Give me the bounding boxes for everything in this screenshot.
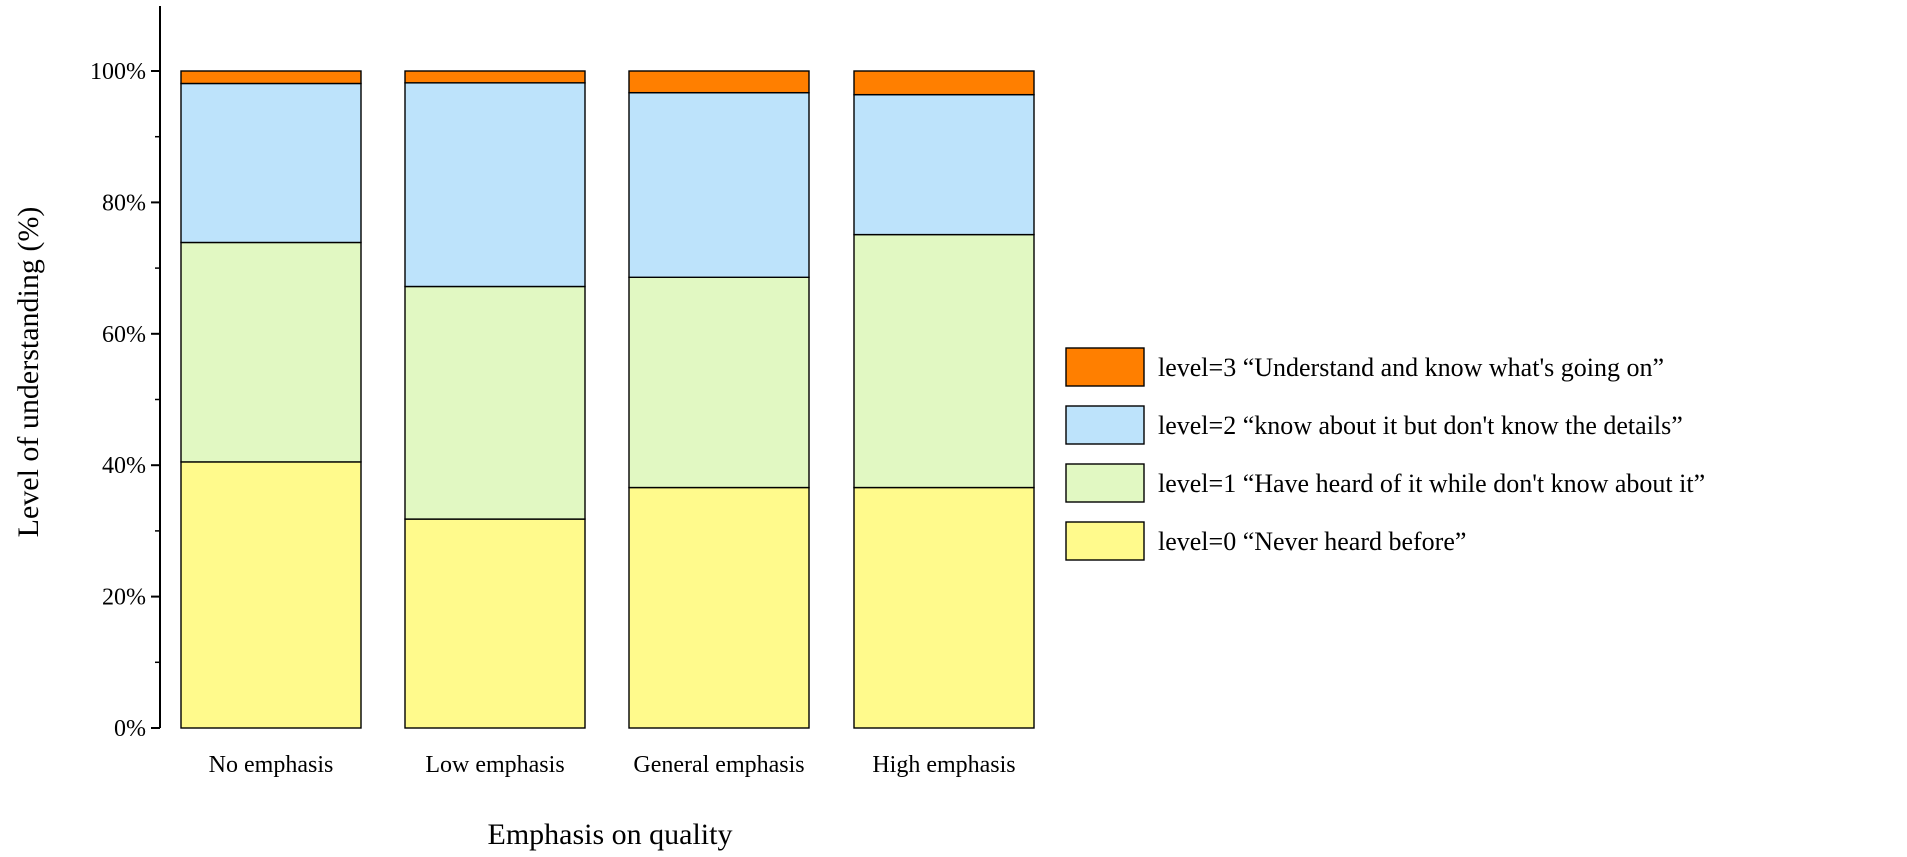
bar-segment [628,486,810,729]
bar-segment [404,82,586,288]
bar-segment [404,518,586,729]
y-axis-title: Level of understanding (%) [12,207,45,538]
x-categories-group: No emphasis Low emphasis General emphasis H… [209,752,1016,778]
legend-label: level=1 “Have heard of it while don't kn… [1158,469,1705,498]
bar-segment [853,486,1035,729]
bar-segment [180,70,362,85]
x-category-label: No emphasis [209,752,334,778]
legend: level=3 “Understand and know what's goin… [1065,347,1705,561]
bar-segment [628,276,810,489]
bars-group [180,70,1035,729]
y-tick-label: 40% [102,453,146,479]
y-ticks-group: 0% 20% 40% 60% 80% 100% [90,59,160,742]
y-tick-label: 80% [102,190,146,216]
x-category-label: General emphasis [633,752,804,778]
bar-segment [180,241,362,463]
x-category-label: High emphasis [872,752,1015,778]
y-tick-label: 20% [102,585,146,611]
legend-label: level=3 “Understand and know what's goin… [1158,353,1664,382]
legend-swatch [1065,521,1145,561]
y-tick-label: 60% [102,322,146,348]
bar-segment [404,285,586,520]
bar-segment [404,70,586,84]
x-category-label: Low emphasis [425,752,564,778]
bar-segment [180,461,362,729]
bar-segment [180,82,362,244]
bar-segment [628,91,810,278]
legend-swatch [1065,405,1145,445]
y-tick-label: 100% [90,59,146,85]
y-tick-label: 0% [114,716,146,742]
bar-segment [853,70,1035,96]
legend-label: level=0 “Never heard before” [1158,527,1466,556]
legend-swatch [1065,347,1145,387]
bar-segment [853,93,1035,236]
legend-label: level=2 “know about it but don't know th… [1158,411,1683,440]
bar-segment [628,70,810,94]
legend-swatch [1065,463,1145,503]
x-axis-title: Emphasis on quality [488,818,733,851]
bar-segment [853,233,1035,489]
